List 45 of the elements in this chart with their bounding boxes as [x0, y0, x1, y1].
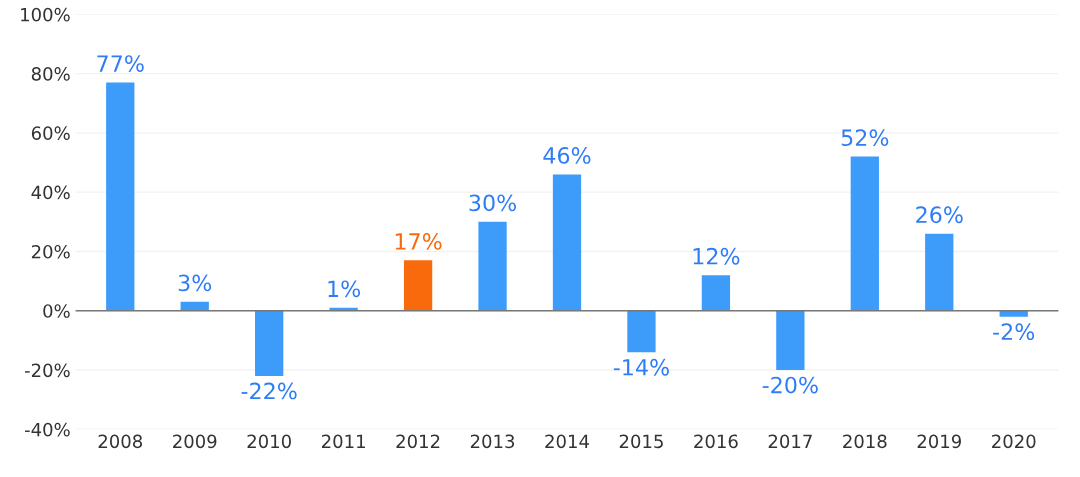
- bar: [999, 310, 1028, 317]
- x-tick-label: 2015: [619, 434, 663, 449]
- x-tick-label: 2008: [98, 434, 143, 449]
- y-tick-label: -40%: [24, 422, 70, 437]
- x-tick-label: 2009: [173, 434, 217, 449]
- bar: [850, 156, 879, 311]
- bar: [925, 233, 954, 311]
- data-label: 52%: [841, 129, 889, 147]
- data-label: -2%: [993, 323, 1035, 341]
- y-tick-label: 20%: [31, 244, 70, 259]
- x-tick-label: 2016: [694, 434, 738, 449]
- x-tick-label: 2019: [917, 434, 961, 449]
- x-tick-label: 2017: [768, 434, 812, 449]
- bar: [403, 260, 433, 311]
- x-tick-label: 2012: [396, 434, 440, 449]
- y-tick-label: 60%: [31, 126, 70, 140]
- bar: [627, 310, 656, 353]
- y-tick-label: 40%: [31, 185, 70, 200]
- data-label: 12%: [693, 247, 740, 265]
- data-label: 3%: [178, 274, 212, 292]
- x-tick-label: 2014: [545, 434, 589, 449]
- bar: [255, 310, 284, 376]
- bar: [106, 82, 135, 311]
- x-tick-label: 2013: [470, 434, 515, 449]
- bar: [478, 221, 507, 311]
- bar: [701, 275, 731, 311]
- data-label: 30%: [469, 194, 517, 212]
- data-label: 1%: [328, 280, 361, 298]
- x-tick-label: 2010: [247, 434, 291, 449]
- data-label: 77%: [97, 55, 144, 72]
- bar: [552, 174, 582, 311]
- x-tick-label: 2018: [843, 434, 887, 449]
- data-label: -22%: [241, 382, 297, 400]
- data-label: 17%: [395, 233, 442, 250]
- x-tick-label: 2020: [992, 434, 1036, 449]
- data-label: -20%: [762, 376, 818, 394]
- data-label: 26%: [916, 206, 963, 224]
- data-label: -14%: [613, 358, 669, 376]
- y-tick-label: 80%: [31, 67, 70, 81]
- bar: [776, 310, 805, 371]
- y-tick-label: 0%: [43, 304, 70, 318]
- y-tick-label: 100%: [21, 7, 70, 22]
- x-tick-label: 2011: [321, 434, 365, 449]
- y-tick-label: -20%: [24, 363, 70, 378]
- data-label: 46%: [543, 147, 591, 164]
